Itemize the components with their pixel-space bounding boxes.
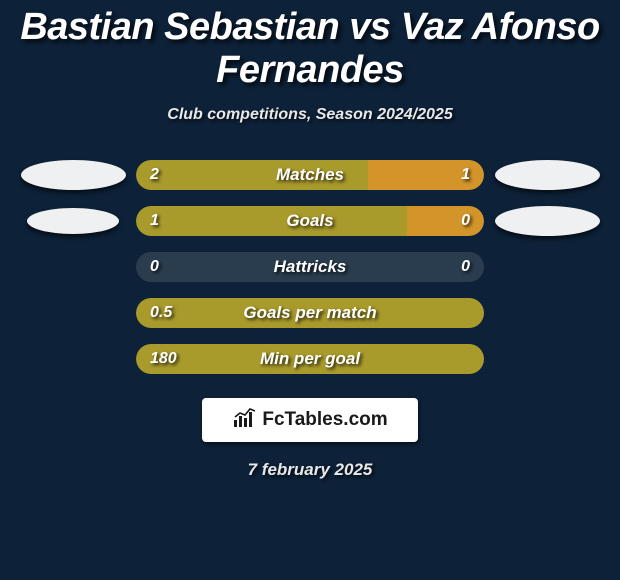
right-indicator-col: [484, 160, 610, 190]
right-indicator-col: [484, 206, 610, 236]
stat-row: 0 0Hattricks: [10, 244, 610, 290]
stat-row: 21Matches: [10, 152, 610, 198]
stat-row: 180Min per goal: [10, 336, 610, 382]
stat-row: 10Goals: [10, 198, 610, 244]
bar-right-fill: [407, 206, 484, 236]
left-indicator-col: [10, 160, 136, 190]
stat-bar: 0.5Goals per match: [136, 298, 484, 328]
stat-bar: 180Min per goal: [136, 344, 484, 374]
bar-right-fill: [368, 160, 484, 190]
chart-icon: [232, 408, 258, 433]
stat-row: 0.5Goals per match: [10, 290, 610, 336]
player-left-ellipse: [21, 160, 126, 190]
comparison-title: Bastian Sebastian vs Vaz Afonso Fernande…: [0, 0, 620, 92]
stat-value-left: 0: [150, 252, 159, 282]
bar-left-fill: [136, 160, 368, 190]
bar-left-fill: [136, 298, 484, 328]
brand-text: FcTables.com: [262, 409, 387, 431]
brand-badge: FcTables.com: [202, 398, 418, 442]
comparison-subtitle: Club competitions, Season 2024/2025: [0, 106, 620, 124]
player-right-ellipse: [495, 160, 600, 190]
footer-date: 7 february 2025: [0, 460, 620, 480]
left-indicator-col: [10, 208, 136, 234]
stat-bar: 21Matches: [136, 160, 484, 190]
stat-label: Hattricks: [136, 252, 484, 282]
bar-left-fill: [136, 206, 407, 236]
stats-chart: 21Matches 10Goals 0 0Hattricks 0.5Goals per …: [10, 152, 610, 382]
stat-value-right: 0: [461, 252, 470, 282]
bar-left-fill: [136, 344, 484, 374]
player-right-ellipse: [495, 206, 600, 236]
stat-bar: 0 0Hattricks: [136, 252, 484, 282]
player-left-ellipse: [27, 208, 119, 234]
stat-bar: 10Goals: [136, 206, 484, 236]
